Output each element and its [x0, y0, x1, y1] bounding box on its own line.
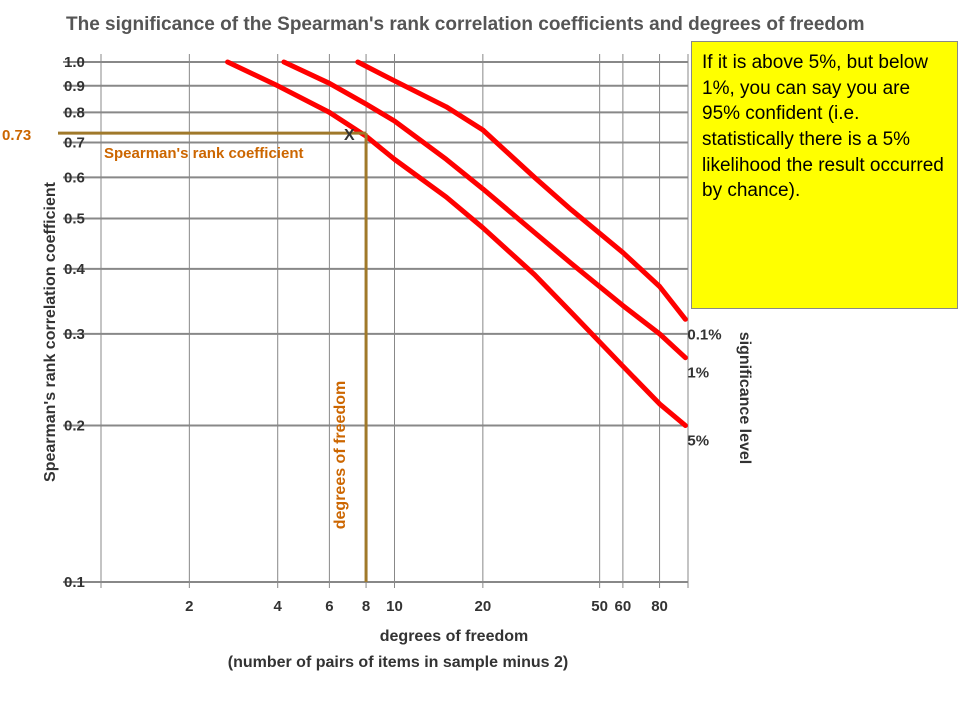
series-label-0: 0.1% [687, 326, 721, 343]
x-tick-label-5: 20 [475, 598, 492, 615]
y-tick-label-9: 1.0 [64, 54, 85, 71]
vertical-line-label: degrees of freedom [332, 381, 349, 529]
y-tick-label-8: 0.9 [64, 78, 85, 95]
x-axis-sublabel: (number of pairs of items in sample minu… [228, 654, 569, 671]
y-tick-label-7: 0.8 [64, 104, 85, 121]
explanation-note: If it is above 5%, but below 1%, you can… [691, 41, 958, 309]
x-tick-label-4: 10 [386, 598, 403, 615]
legend-title: significance level [736, 332, 753, 465]
x-tick-label-7: 60 [615, 598, 632, 615]
y-tick-label-2: 0.3 [64, 326, 85, 343]
series-line-2 [225, 59, 688, 428]
series-label-2: 5% [687, 432, 709, 449]
series-line-0 [355, 59, 688, 322]
x-tick-label-2: 6 [325, 598, 333, 615]
series-label-1: 1% [687, 365, 709, 382]
y-tick-labels: 0.1 0.2 0.3 0.4 0.5 0.6 0.7 0.8 0.9 1.0 [64, 54, 86, 591]
y-tick-label-4: 0.5 [64, 211, 85, 228]
x-tick-label-6: 50 [591, 598, 608, 615]
grid-lines [63, 54, 689, 588]
series-line-1 [281, 59, 688, 361]
y-tick-label-5: 0.6 [64, 169, 85, 186]
x-axis-label: degrees of freedom [380, 628, 528, 645]
marker-point-label: X [344, 127, 355, 144]
x-tick-label-0: 2 [185, 598, 193, 615]
y-tick-label-0: 0.1 [64, 574, 85, 591]
y-tick-label-1: 0.2 [64, 417, 85, 434]
x-tick-labels: 2 4 6 8 10 20 50 60 80 [185, 598, 668, 615]
y-tick-label-3: 0.4 [64, 261, 86, 278]
y-tick-label-6: 0.7 [64, 135, 85, 152]
series-curves [225, 59, 688, 428]
chart-title: The significance of the Spearman's rank … [66, 14, 865, 35]
series-labels: 0.1% 1% 5% [687, 326, 721, 449]
y-marker-label: 0.73 [2, 127, 31, 144]
horizontal-line-label: Spearman's rank coefficient [104, 145, 303, 162]
x-tick-label-3: 8 [362, 598, 370, 615]
x-tick-label-8: 80 [651, 598, 668, 615]
y-axis-label: Spearman's rank correlation coefficient [42, 181, 59, 482]
marker-lines [58, 131, 368, 582]
x-tick-label-1: 4 [274, 598, 283, 615]
